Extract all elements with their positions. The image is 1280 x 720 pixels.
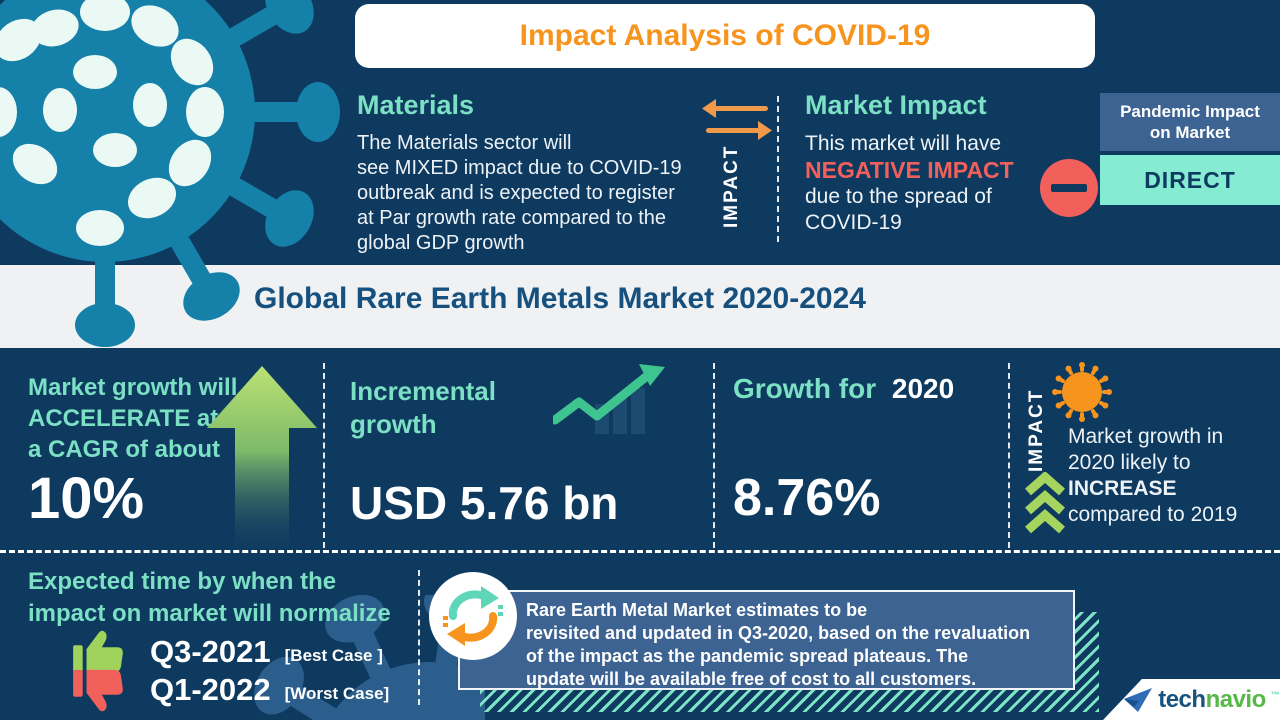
- market-impact-line: due to the spread of: [805, 185, 992, 208]
- cagr-line: a CAGR of about: [28, 436, 220, 463]
- market-impact-line: This market will have: [805, 132, 1002, 155]
- virus-icon: [1052, 362, 1112, 422]
- divider: [323, 363, 325, 548]
- impact-2020-line: 2020 likely to: [1068, 451, 1191, 474]
- paper-plane-icon: [1124, 687, 1153, 712]
- impact-vertical-label: IMPACT: [721, 144, 742, 228]
- impact-vertical-label: IMPACT: [1026, 388, 1047, 472]
- trademark: ™: [1270, 689, 1280, 700]
- impact-2020-description: Market growth in 2020 likely to INCREASE…: [1068, 424, 1237, 528]
- sector-description: The Materials sector will see MIXED impa…: [357, 131, 682, 256]
- incremental-heading: Incremental growth: [350, 375, 496, 441]
- banner-title: Impact Analysis of COVID-19: [519, 19, 931, 52]
- cagr-line: Market growth will: [28, 374, 238, 401]
- normalize-heading: Expected time by when the impact on mark…: [28, 566, 391, 630]
- best-case-row: Q3-2021 [Best Case ]: [72, 630, 383, 674]
- impact-2020-line: Market growth in: [1068, 425, 1224, 448]
- sector-line: global GDP growth: [357, 232, 525, 254]
- cagr-line: ACCELERATE at: [28, 405, 219, 432]
- cagr-value: 10%: [28, 466, 145, 531]
- market-impact-line: COVID-19: [805, 211, 902, 234]
- thumbs-down-icon: [73, 669, 123, 712]
- best-case-label: [Best Case ]: [284, 646, 383, 665]
- impact-2020-line: compared to 2019: [1068, 503, 1238, 526]
- normalize-heading-line: impact on market will normalize: [28, 600, 391, 627]
- market-impact-highlight: NEGATIVE IMPACT: [805, 157, 1014, 183]
- incremental-line: Incremental: [350, 376, 496, 406]
- update-note-box: Rare Earth Metal Market estimates to be …: [458, 590, 1075, 690]
- cagr-heading: Market growth will ACCELERATE at a CAGR …: [28, 372, 237, 465]
- best-case-value: Q3-2021: [150, 634, 271, 669]
- refresh-icon: [429, 572, 517, 660]
- sector-line: see MIXED impact due to COVID-19: [357, 157, 682, 179]
- technavio-logo: technavio ™: [1103, 679, 1280, 720]
- incremental-line: growth: [350, 409, 437, 439]
- sector-line: at Par growth rate compared to the: [357, 207, 667, 229]
- pandemic-impact-box: Pandemic Impact on Market: [1100, 93, 1280, 151]
- divider: [418, 570, 420, 705]
- no-entry-icon: [1040, 159, 1098, 217]
- update-note-line: revisited and updated in Q3-2020, based …: [526, 623, 1031, 643]
- up-arrow-icon: [207, 366, 317, 556]
- sector-heading: Materials: [357, 90, 475, 120]
- virus-illustration-icon: [0, 0, 340, 347]
- pandemic-impact-label: Pandemic Impact on Market: [1120, 102, 1260, 142]
- left-right-arrows-icon: [702, 99, 772, 140]
- growth-2020-label: Growth for: [733, 373, 877, 404]
- normalize-heading-line: Expected time by when the: [28, 568, 337, 595]
- update-note-line: of the impact as the pandemic spread pla…: [526, 646, 969, 666]
- triple-chevron-up-icon: [1025, 472, 1065, 534]
- growth-2020-heading: Growth for 2020: [733, 373, 954, 405]
- growth-2020-year: 2020: [891, 373, 955, 404]
- update-note-line: Rare Earth Metal Market estimates to be: [526, 600, 868, 620]
- thumbs-up-icon: [73, 630, 123, 673]
- incremental-value: USD 5.76 bn: [350, 477, 619, 529]
- worst-case-value: Q1-2022: [150, 672, 271, 707]
- divider: [1008, 363, 1010, 548]
- divider: [777, 96, 779, 242]
- direct-value: DIRECT: [1144, 166, 1236, 193]
- brand-name: technavio: [1158, 685, 1266, 713]
- sector-line: The Materials sector will: [357, 132, 572, 154]
- growth-2020-value: 8.76%: [733, 469, 881, 527]
- sector-line: outbreak and is expected to register: [357, 182, 675, 204]
- banner: Impact Analysis of COVID-19: [355, 4, 1095, 68]
- update-note-line: update will be available free of cost to…: [526, 669, 977, 689]
- market-title: Global Rare Earth Metals Market 2020-202…: [254, 282, 866, 315]
- market-impact-heading: Market Impact: [805, 90, 987, 120]
- impact-2020-highlight: INCREASE: [1068, 477, 1177, 500]
- divider: [0, 550, 1280, 553]
- worst-case-row: Q1-2022 [Worst Case]: [72, 668, 389, 712]
- worst-case-label: [Worst Case]: [284, 684, 390, 703]
- market-impact-description: This market will have NEGATIVE IMPACT du…: [805, 131, 1014, 236]
- direct-box: DIRECT: [1100, 155, 1280, 205]
- trend-line-icon: [553, 364, 665, 434]
- divider: [713, 363, 715, 548]
